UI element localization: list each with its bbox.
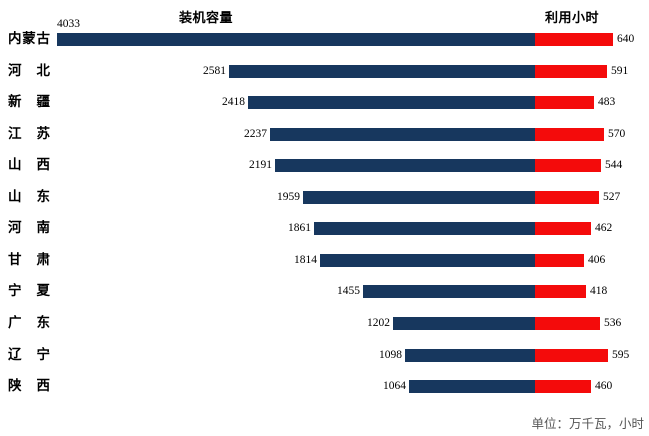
hours-value: 536 bbox=[604, 317, 622, 329]
capacity-bar bbox=[320, 254, 535, 267]
hours-bar bbox=[535, 285, 586, 298]
hours-value: 570 bbox=[608, 128, 626, 140]
hours-bar bbox=[535, 33, 613, 46]
category-label: 江苏 bbox=[8, 126, 50, 141]
capacity-bar bbox=[248, 96, 535, 109]
category-label: 内蒙古 bbox=[8, 31, 50, 46]
hours-value: 640 bbox=[617, 33, 635, 45]
category-label: 新疆 bbox=[8, 94, 50, 109]
capacity-value: 2191 bbox=[249, 159, 272, 171]
capacity-bar bbox=[303, 191, 535, 204]
hours-value: 483 bbox=[598, 96, 616, 108]
category-label: 河南 bbox=[8, 220, 50, 235]
hours-value: 595 bbox=[612, 349, 630, 361]
hours-bar bbox=[535, 128, 604, 141]
category-label: 广东 bbox=[8, 315, 50, 330]
hours-bar bbox=[535, 191, 599, 204]
hours-value: 460 bbox=[595, 380, 613, 392]
hours-bar bbox=[535, 380, 591, 393]
hours-bar bbox=[535, 317, 600, 330]
capacity-value: 1861 bbox=[288, 222, 311, 234]
category-label: 宁夏 bbox=[8, 283, 50, 298]
hours-value: 418 bbox=[590, 285, 608, 297]
hours-bar bbox=[535, 159, 601, 172]
capacity-bar bbox=[409, 380, 535, 393]
capacity-bar bbox=[314, 222, 535, 235]
capacity-bar bbox=[393, 317, 535, 330]
capacity-value: 1455 bbox=[337, 285, 360, 297]
hours-bar bbox=[535, 254, 584, 267]
capacity-value: 1959 bbox=[277, 191, 300, 203]
capacity-value: 2418 bbox=[222, 96, 245, 108]
hours-bar bbox=[535, 222, 591, 235]
hours-axis-title: 利用小时 bbox=[545, 10, 600, 25]
hours-bar bbox=[535, 65, 607, 78]
category-label: 甘肃 bbox=[8, 252, 50, 267]
capacity-value: 1098 bbox=[379, 349, 402, 361]
capacity-value: 1064 bbox=[383, 380, 406, 392]
hours-value: 591 bbox=[611, 65, 629, 77]
hours-bar bbox=[535, 96, 594, 109]
capacity-value: 1814 bbox=[294, 254, 317, 266]
hours-bar bbox=[535, 349, 608, 362]
capacity-bar bbox=[363, 285, 535, 298]
capacity-bar bbox=[405, 349, 535, 362]
capacity-bar bbox=[229, 65, 535, 78]
capacity-value: 2237 bbox=[244, 128, 267, 140]
capacity-value: 1202 bbox=[367, 317, 390, 329]
category-label: 山东 bbox=[8, 189, 50, 204]
capacity-bar bbox=[275, 159, 535, 172]
hours-value: 527 bbox=[603, 191, 621, 203]
capacity-bar bbox=[270, 128, 535, 141]
unit-note: 单位：万千瓦，小时 bbox=[531, 417, 644, 431]
category-label: 山西 bbox=[8, 157, 50, 172]
capacity-value: 4033 bbox=[57, 18, 80, 30]
category-label: 河北 bbox=[8, 63, 50, 78]
category-label: 陕西 bbox=[8, 378, 50, 393]
hours-value: 462 bbox=[595, 222, 613, 234]
capacity-value: 2581 bbox=[203, 65, 226, 77]
hours-value: 544 bbox=[605, 159, 623, 171]
category-label: 辽宁 bbox=[8, 347, 50, 362]
capacity-bar bbox=[57, 33, 535, 46]
hours-value: 406 bbox=[588, 254, 606, 266]
capacity-axis-title: 装机容量 bbox=[179, 10, 234, 25]
